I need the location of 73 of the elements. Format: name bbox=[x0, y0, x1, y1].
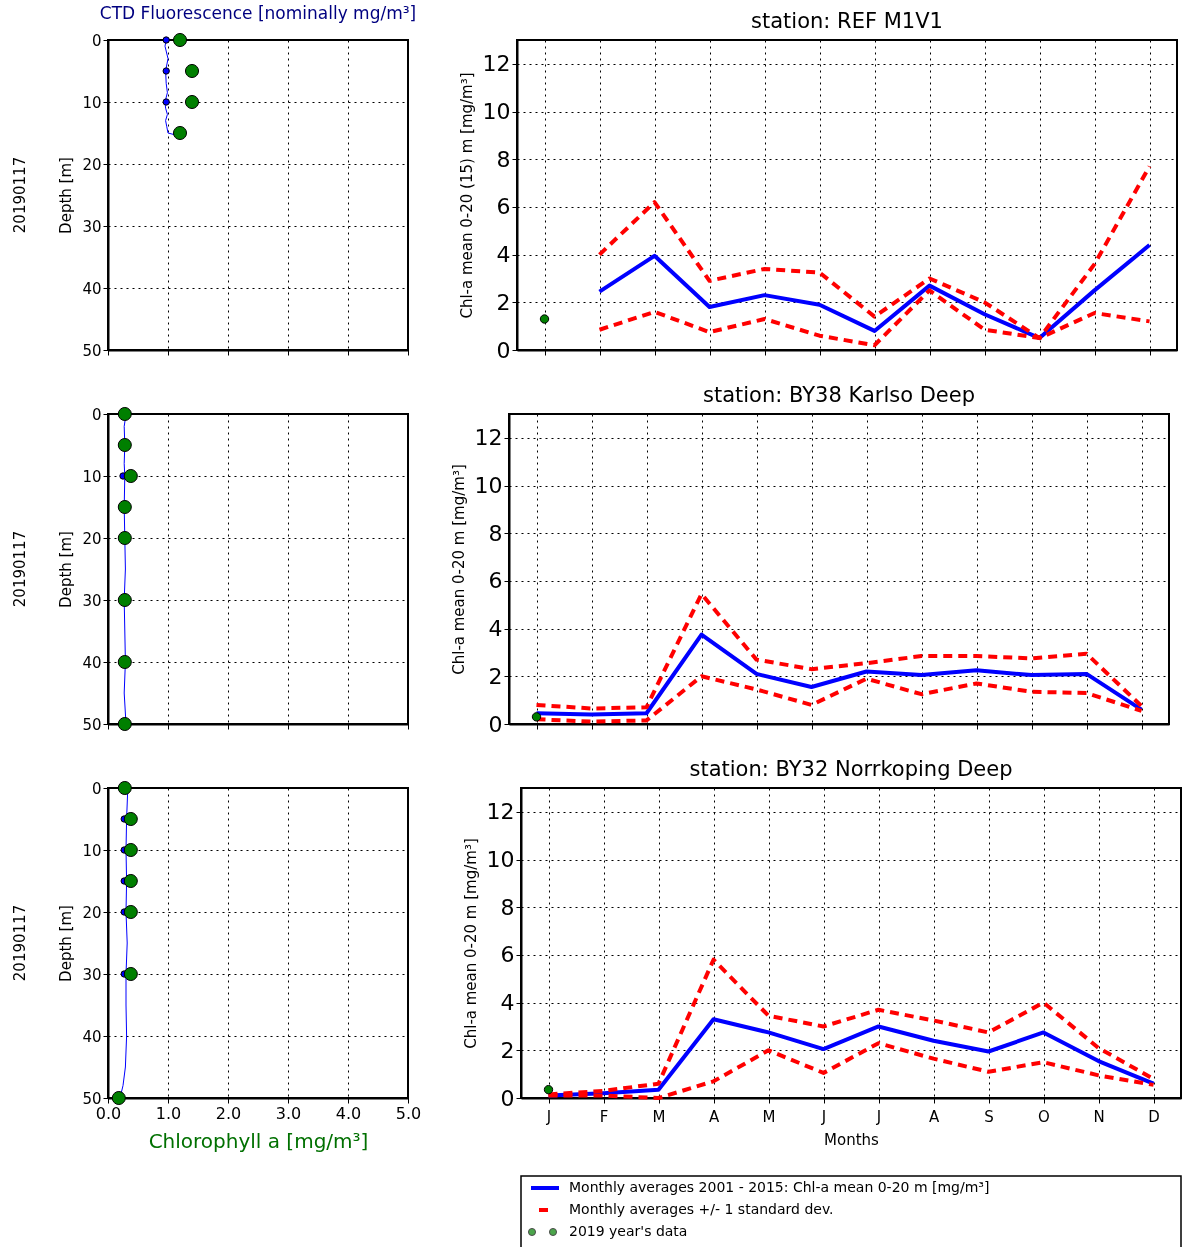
y-axis-title: Depth [m] bbox=[57, 905, 76, 982]
y-axis-title: Depth [m] bbox=[57, 157, 76, 234]
x-tick-label: 4.0 bbox=[335, 1103, 362, 1123]
x-tick-label: S bbox=[984, 1107, 994, 1126]
x-tick-label: O bbox=[1038, 1107, 1050, 1126]
chart-title: station: REF M1V1 bbox=[751, 9, 943, 33]
x-tick-label: 5.0 bbox=[395, 1103, 422, 1123]
y-tick-label: 0 bbox=[91, 779, 102, 798]
text: 20190117 bbox=[11, 904, 29, 982]
x-tick-label: 3.0 bbox=[275, 1103, 302, 1123]
y-tick-label: 0 bbox=[496, 337, 511, 363]
chart-title: station: BY38 Karlso Deep bbox=[702, 383, 976, 407]
x-tick-label: 2.0 bbox=[215, 1103, 242, 1123]
y-tick-label: 30 bbox=[82, 217, 102, 236]
x-tick-label: J bbox=[820, 1107, 827, 1126]
y-tick-label: 10 bbox=[82, 467, 102, 486]
legend-label: Monthly averages 2001 - 2015: Chl-a mean 0-20 m [mg/m³] bbox=[569, 1179, 990, 1195]
x-tick-label: N bbox=[1093, 1107, 1105, 1126]
y-axis-title: Chl-a mean 0-20 m [mg/m³] bbox=[449, 464, 468, 675]
y-tick-label: 12 bbox=[486, 799, 515, 825]
x-axis-title: Chlorophyll a [mg/m³] bbox=[148, 1128, 369, 1153]
x-tick-label: M bbox=[762, 1107, 776, 1126]
x-tick-label: M bbox=[652, 1107, 666, 1126]
y-tick-label: 2 bbox=[496, 289, 511, 315]
legend-label: Monthly averages +/- 1 standard dev. bbox=[569, 1201, 834, 1217]
y-tick-label: 0 bbox=[488, 711, 503, 737]
y-tick-label: 20 bbox=[82, 529, 102, 548]
y-tick-label: 4 bbox=[488, 616, 503, 642]
text: 20190117 bbox=[11, 530, 29, 608]
y-tick-label: 10 bbox=[486, 847, 515, 873]
chart-title: station: BY32 Norrkoping Deep bbox=[689, 757, 1013, 781]
x-tick-label: A bbox=[708, 1107, 720, 1126]
y-tick-label: 12 bbox=[474, 425, 503, 451]
y-tick-label: 0 bbox=[91, 31, 102, 50]
y-tick-label: 30 bbox=[82, 591, 102, 610]
y-tick-label: 6 bbox=[496, 194, 511, 220]
y-tick-label: 40 bbox=[82, 653, 102, 672]
y-tick-label: 40 bbox=[82, 279, 102, 298]
y-axis-title: Chl-a mean 0-20 m [mg/m³] bbox=[461, 838, 480, 1049]
x-tick-label: 1.0 bbox=[155, 1103, 182, 1123]
y-tick-label: 10 bbox=[482, 99, 511, 125]
y-tick-label: 30 bbox=[82, 965, 102, 984]
x-tick-label: A bbox=[928, 1107, 940, 1126]
chart-title: CTD Fluorescence [nominally mg/m³] bbox=[99, 3, 417, 24]
y-tick-label: 2 bbox=[500, 1037, 515, 1063]
y-tick-label: 20 bbox=[82, 903, 102, 922]
y-tick-label: 12 bbox=[482, 51, 511, 77]
y-tick-label: 0 bbox=[500, 1085, 515, 1111]
y-tick-label: 10 bbox=[474, 473, 503, 499]
y-axis-title: Chl-a mean 0-20 (15) m [mg/m³] bbox=[457, 72, 476, 319]
y-tick-label: 40 bbox=[82, 1027, 102, 1046]
y-tick-label: 6 bbox=[488, 568, 503, 594]
y-tick-label: 50 bbox=[82, 341, 102, 360]
y-tick-label: 20 bbox=[82, 155, 102, 174]
y-tick-label: 10 bbox=[82, 93, 102, 112]
y-tick-label: 2 bbox=[488, 663, 503, 689]
y-tick-label: 0 bbox=[91, 405, 102, 424]
x-tick-label: J bbox=[545, 1107, 552, 1126]
y-tick-label: 8 bbox=[488, 520, 503, 546]
y-tick-label: 50 bbox=[82, 715, 102, 734]
y-tick-label: 8 bbox=[500, 894, 515, 920]
x-tick-label: F bbox=[599, 1107, 609, 1126]
y-tick-label: 6 bbox=[500, 942, 515, 968]
x-tick-label: D bbox=[1148, 1107, 1160, 1126]
y-tick-label: 4 bbox=[496, 242, 511, 268]
y-tick-label: 4 bbox=[500, 990, 515, 1016]
x-tick-label: J bbox=[875, 1107, 882, 1126]
text: 20190117 bbox=[11, 156, 29, 234]
legend-label: 2019 year's data bbox=[569, 1223, 688, 1239]
y-tick-label: 8 bbox=[496, 146, 511, 172]
y-axis-title: Depth [m] bbox=[57, 531, 76, 608]
x-axis-title: Months bbox=[824, 1130, 880, 1149]
y-tick-label: 10 bbox=[82, 841, 102, 860]
